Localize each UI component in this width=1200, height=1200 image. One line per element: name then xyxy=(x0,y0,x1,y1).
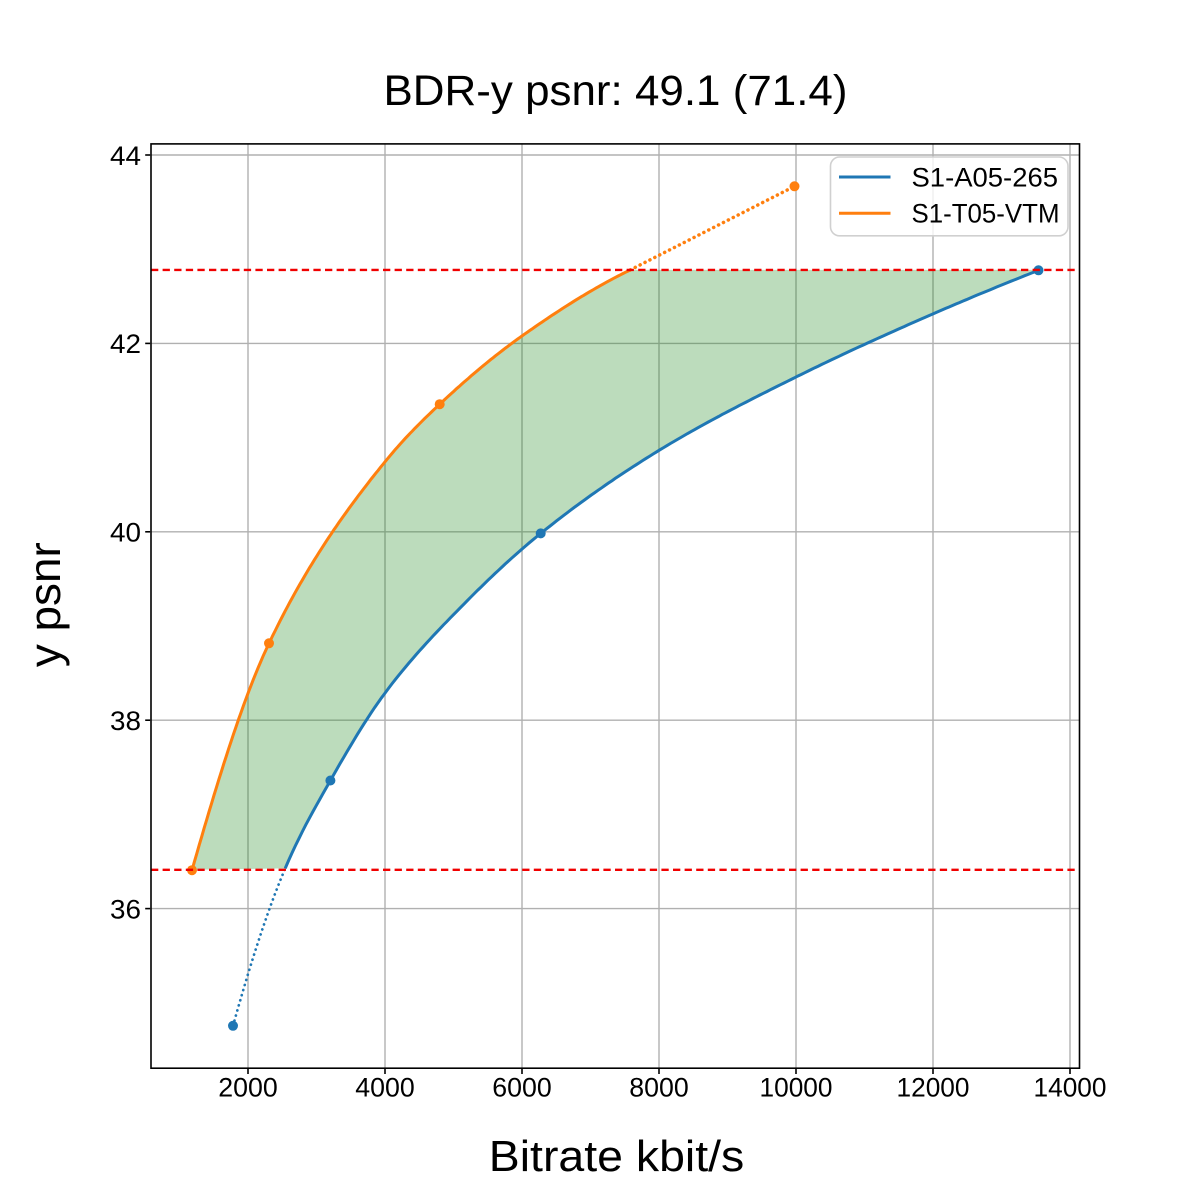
svg-text:40: 40 xyxy=(110,518,141,548)
svg-text:10000: 10000 xyxy=(760,1073,833,1103)
svg-text:y psnr: y psnr xyxy=(21,542,70,667)
svg-text:4000: 4000 xyxy=(355,1073,415,1103)
svg-text:38: 38 xyxy=(110,706,141,736)
svg-text:2000: 2000 xyxy=(218,1073,278,1103)
svg-text:S1-A05-265: S1-A05-265 xyxy=(912,162,1059,192)
svg-text:42: 42 xyxy=(110,329,141,359)
svg-text:S1-T05-VTM: S1-T05-VTM xyxy=(912,198,1060,228)
svg-text:12000: 12000 xyxy=(897,1073,970,1103)
svg-text:8000: 8000 xyxy=(629,1073,689,1103)
svg-text:14000: 14000 xyxy=(1034,1073,1107,1103)
svg-text:36: 36 xyxy=(110,894,141,924)
svg-text:6000: 6000 xyxy=(492,1073,552,1103)
svg-text:BDR-y psnr: 49.1 (71.4): BDR-y psnr: 49.1 (71.4) xyxy=(384,68,848,115)
svg-text:Bitrate kbit/s: Bitrate kbit/s xyxy=(489,1133,745,1181)
svg-text:44: 44 xyxy=(110,141,141,171)
